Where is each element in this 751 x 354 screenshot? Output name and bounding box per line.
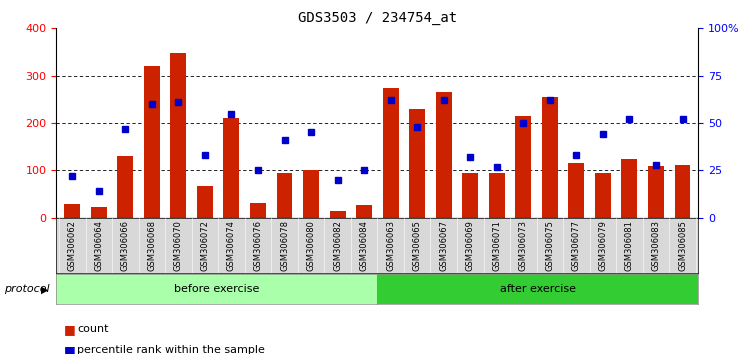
Text: protocol: protocol [4, 284, 50, 295]
Text: GSM306067: GSM306067 [439, 221, 448, 272]
Text: ■: ■ [64, 344, 76, 354]
Text: before exercise: before exercise [174, 284, 260, 295]
Text: GSM306081: GSM306081 [625, 221, 634, 271]
Text: GSM306084: GSM306084 [360, 221, 369, 271]
Bar [144, 66, 160, 218]
Text: GSM306063: GSM306063 [386, 221, 395, 272]
Text: GSM306076: GSM306076 [254, 221, 263, 272]
Bar [170, 53, 186, 218]
Text: GSM306064: GSM306064 [95, 221, 104, 271]
Bar [197, 185, 213, 218]
Text: GSM306079: GSM306079 [599, 221, 608, 271]
Text: ▶: ▶ [41, 284, 48, 295]
Text: GSM306074: GSM306074 [227, 221, 236, 271]
Bar [383, 87, 399, 218]
Bar [117, 156, 133, 218]
Text: GSM306073: GSM306073 [519, 221, 528, 272]
Bar [330, 211, 345, 218]
Bar [65, 205, 80, 218]
Bar [409, 109, 425, 218]
Text: GSM306068: GSM306068 [147, 221, 156, 272]
Bar [489, 173, 505, 218]
Bar [91, 207, 107, 218]
Bar [648, 166, 664, 218]
Text: GSM306078: GSM306078 [280, 221, 289, 272]
Text: GSM306062: GSM306062 [68, 221, 77, 271]
Bar [436, 92, 451, 218]
Text: GSM306070: GSM306070 [174, 221, 183, 271]
Text: GSM306082: GSM306082 [333, 221, 342, 271]
Text: count: count [77, 324, 109, 334]
Text: GSM306075: GSM306075 [545, 221, 554, 271]
Text: GSM306071: GSM306071 [492, 221, 501, 271]
Bar [356, 205, 372, 218]
Bar [276, 173, 292, 218]
Text: GSM306072: GSM306072 [201, 221, 210, 271]
Text: GSM306083: GSM306083 [651, 221, 660, 272]
Bar [595, 173, 611, 218]
Text: GSM306065: GSM306065 [413, 221, 421, 271]
Bar [515, 116, 531, 218]
Bar [250, 202, 266, 218]
Text: GSM306080: GSM306080 [306, 221, 315, 271]
Text: ■: ■ [64, 323, 76, 336]
Text: percentile rank within the sample: percentile rank within the sample [77, 346, 265, 354]
Text: GSM306066: GSM306066 [121, 221, 130, 272]
Text: GDS3503 / 234754_at: GDS3503 / 234754_at [298, 11, 457, 25]
Text: GSM306069: GSM306069 [466, 221, 475, 271]
Bar [622, 159, 638, 218]
Text: GSM306085: GSM306085 [678, 221, 687, 271]
Text: after exercise: after exercise [500, 284, 576, 295]
Bar [463, 173, 478, 218]
Bar [303, 170, 319, 218]
Bar [674, 165, 690, 218]
Text: GSM306077: GSM306077 [572, 221, 581, 272]
Bar [569, 163, 584, 218]
Bar [542, 97, 558, 218]
Bar [224, 118, 240, 218]
